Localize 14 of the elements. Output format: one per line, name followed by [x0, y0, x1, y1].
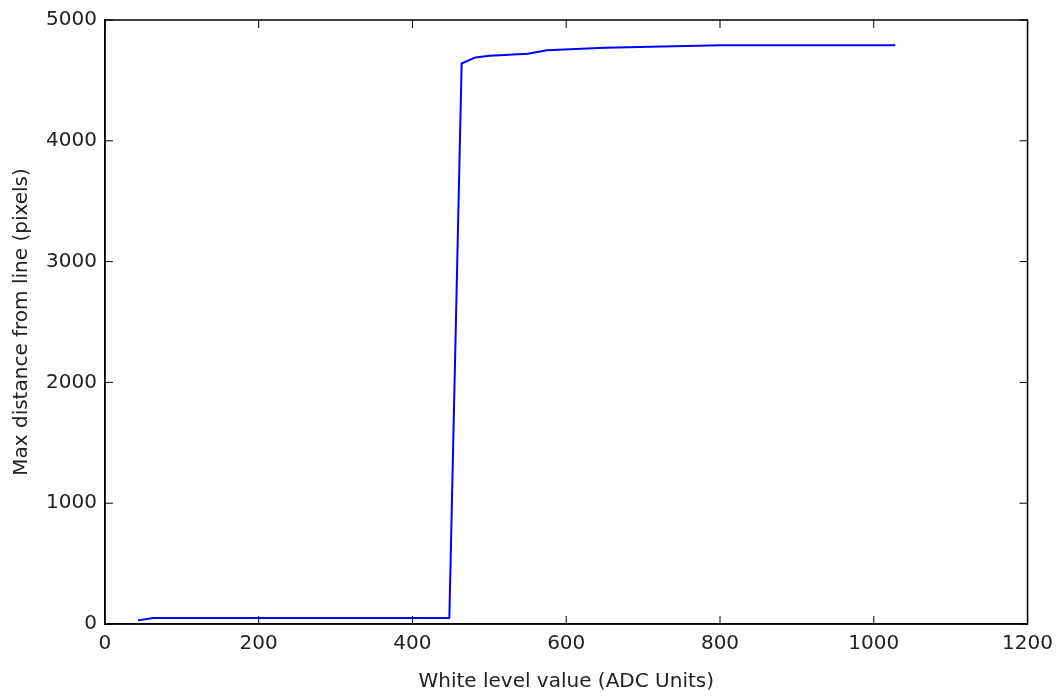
x-tick-label: 200 — [239, 630, 278, 655]
x-tick-label: 1000 — [848, 630, 900, 655]
y-tick-label: 5000 — [45, 6, 97, 31]
x-tick-label: 1200 — [1002, 630, 1053, 655]
y-tick-label: 4000 — [45, 127, 97, 151]
x-tick-label: 400 — [393, 630, 432, 655]
x-tick-label: 800 — [700, 630, 740, 655]
y-tick-label: 3000 — [45, 247, 97, 272]
x-tick-label: 600 — [547, 630, 586, 655]
y-axis-title: Max distance from line (pixels) — [8, 168, 33, 476]
x-axis-title: White level value (ADC Units) — [418, 668, 715, 693]
y-tick-label: 0 — [84, 610, 97, 635]
y-tick-label: 1000 — [45, 489, 97, 514]
y-tick-label: 2000 — [45, 368, 97, 393]
